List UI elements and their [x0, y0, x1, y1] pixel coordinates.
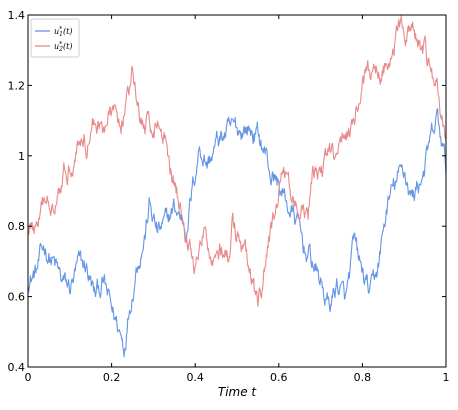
y-tick-label: 0.6	[8, 291, 26, 304]
y-tick-labels: 0.4 0.6 0.8 1 1.2 1.4	[8, 9, 26, 374]
legend-entry-series-2: u* 2(t)	[54, 41, 72, 53]
legend: u* 1(t) u* 2(t)	[30, 18, 80, 58]
x-tick-label: 0.8	[354, 371, 372, 384]
x-tick-label: 0.2	[103, 371, 121, 384]
y-tick-label: 0.8	[8, 220, 26, 233]
legend-box	[30, 18, 80, 58]
series-line-1	[27, 108, 447, 358]
y-tick-label: 0.4	[8, 361, 26, 374]
y-tick-label: 1.2	[8, 79, 26, 92]
plot-frame	[27, 14, 447, 368]
x-tick-label: 0.6	[270, 371, 288, 384]
series-line-2	[27, 15, 447, 307]
x-tick-label: 0.4	[186, 371, 204, 384]
x-tick-labels: 0 0.2 0.4 0.6 0.8 1	[25, 371, 450, 384]
x-tick-label: 1	[443, 371, 450, 384]
legend-entry-series-1: u* 1(t)	[54, 26, 72, 38]
series-layer	[27, 15, 447, 358]
x-axis-label: Time t	[218, 385, 258, 399]
x-tick-label: 0	[25, 371, 32, 384]
tick-layer	[27, 14, 447, 368]
y-tick-label: 1.4	[8, 9, 26, 22]
y-tick-label: 1	[18, 150, 25, 163]
